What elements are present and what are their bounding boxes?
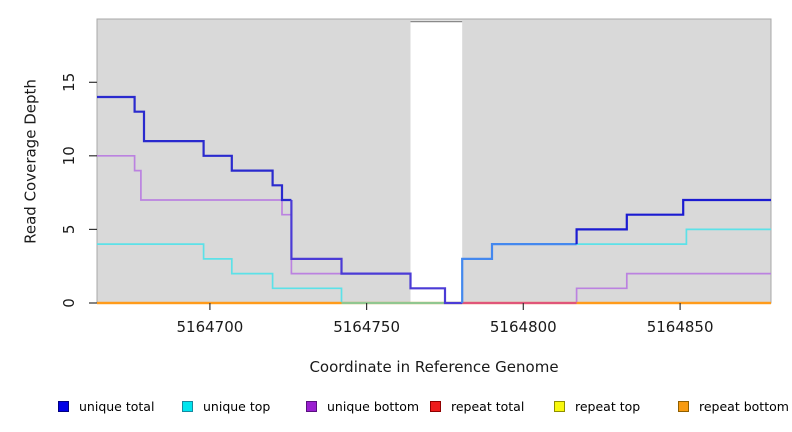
x-tick-label: 5164850 <box>647 318 714 336</box>
series-unique_top <box>97 228 771 304</box>
x-tick-label: 5164750 <box>333 318 400 336</box>
legend-label: unique bottom <box>327 399 420 414</box>
y-axis-title: Read Coverage Depth <box>21 79 40 244</box>
legend-label: unique top <box>203 399 271 414</box>
repeat-top-swatch-icon <box>554 401 565 412</box>
legend-item-unique-bottom: unique bottom <box>306 399 419 414</box>
legend-label: repeat total <box>451 399 525 414</box>
legend-label: repeat bottom <box>699 399 789 414</box>
legend-item-repeat-top: repeat top <box>554 399 640 414</box>
y-tick-label: 10 <box>60 146 78 165</box>
series-unique_total-segment <box>97 95 292 202</box>
legend-item-repeat-total: repeat total <box>430 399 524 414</box>
y-tick-label: 15 <box>60 73 78 92</box>
series-unique_total-segment <box>461 243 577 303</box>
gap-band <box>410 20 463 303</box>
series-unique_total-segment <box>575 198 771 245</box>
legend-label: unique total <box>79 399 155 414</box>
y-tick-label: 5 <box>60 225 78 235</box>
legend-item-unique-top: unique top <box>182 399 270 414</box>
x-tick-label: 5164700 <box>176 318 243 336</box>
legend-item-unique-total: unique total <box>58 399 154 414</box>
unique-total-swatch-icon <box>58 401 69 412</box>
legend-label: repeat top <box>575 399 641 414</box>
repeat-total-swatch-icon <box>430 401 441 412</box>
y-tick-label: 0 <box>60 298 78 308</box>
x-axis-title: Coordinate in Reference Genome <box>309 358 559 376</box>
series-unique_total-segment <box>290 200 463 305</box>
repeat-bottom-swatch-icon <box>678 401 689 412</box>
legend: unique total unique top unique bottom repea… <box>0 399 792 421</box>
unique-bottom-swatch-icon <box>306 401 317 412</box>
legend-item-repeat-bottom: repeat bottom <box>678 399 789 414</box>
x-tick-label: 5164800 <box>490 318 557 336</box>
unique-top-swatch-icon <box>182 401 193 412</box>
